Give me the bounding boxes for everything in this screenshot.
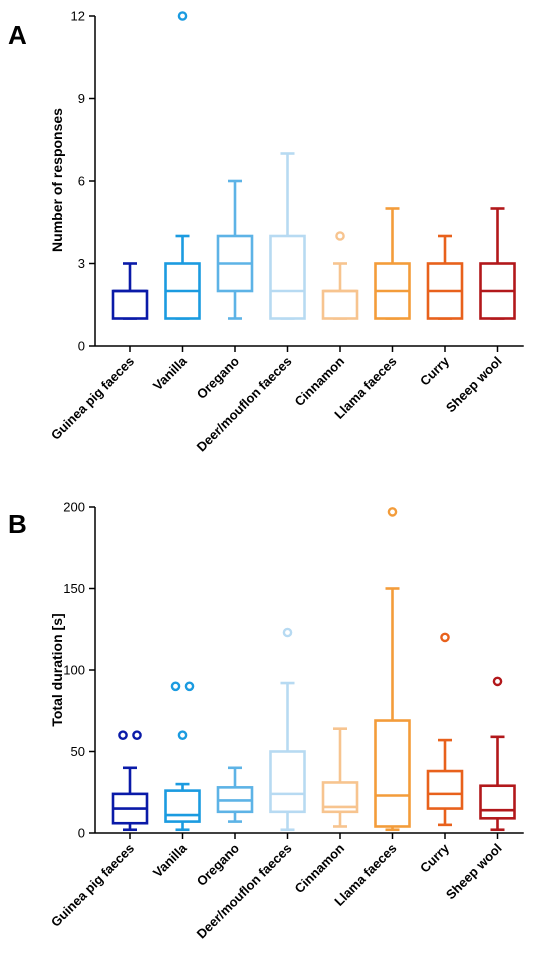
outlier-point — [118, 730, 128, 741]
box-curry — [426, 234, 464, 320]
y-tick-label: 50 — [71, 744, 85, 759]
x-category-label: Cinnamon — [292, 840, 348, 896]
y-tick-label: 6 — [78, 174, 85, 189]
box-curry — [426, 632, 464, 827]
box-guinea-pig-faeces — [111, 730, 149, 832]
box-cinnamon — [321, 231, 359, 320]
outlier-point — [132, 730, 142, 741]
x-category-label: Oregano — [194, 353, 242, 401]
box-llama-faeces — [374, 207, 411, 320]
x-category-label: Sheep wool — [443, 354, 505, 416]
panel-a-plot: 0 3 6 9 12 Guinea pig faeces Vanilla OreganoDee… — [48, 9, 524, 455]
panel-letter-b: B — [8, 509, 27, 539]
panel-a-y-axis-title: Number of responses — [49, 108, 65, 252]
box-cinnamon — [321, 727, 359, 828]
iqr-box — [164, 789, 201, 823]
outlier-point — [282, 627, 293, 638]
x-category-label: Deer/mouflon faeces — [194, 841, 295, 942]
outlier-point — [170, 681, 181, 692]
iqr-box — [269, 750, 306, 814]
y-tick-label: 0 — [78, 826, 85, 841]
panel-letter-a: A — [8, 20, 27, 50]
iqr-box — [269, 234, 306, 320]
x-category-label: Deer/mouflon faeces — [194, 354, 295, 455]
box-llama-faeces — [374, 507, 411, 832]
box-vanilla — [164, 681, 201, 832]
box-oregano — [216, 179, 254, 320]
y-tick-label: 3 — [78, 256, 85, 271]
iqr-box — [374, 719, 411, 828]
iqr-box — [426, 769, 464, 810]
box-deer-mouflon-faeces — [269, 152, 306, 320]
panel-b-y-axis-title: Total duration [s] — [49, 613, 65, 726]
box-deer-mouflon-faeces — [269, 627, 306, 832]
box-oregano — [216, 766, 254, 823]
outlier-point — [492, 676, 503, 687]
y-tick-label: 12 — [71, 9, 85, 24]
x-category-label: Curry — [417, 840, 453, 876]
x-category-label: Curry — [417, 353, 453, 389]
y-tick-label: 150 — [63, 581, 85, 596]
x-category-label: Sheep wool — [443, 841, 505, 903]
x-category-label: Guinea pig faeces — [48, 841, 137, 930]
x-category-label: Oregano — [194, 840, 242, 888]
outlier-point — [440, 632, 450, 643]
x-category-label: Vanilla — [150, 840, 190, 880]
box-sheep-wool — [479, 207, 516, 320]
iqr-box — [479, 784, 516, 820]
iqr-box — [111, 289, 149, 320]
iqr-box — [321, 289, 359, 320]
box-sheep-wool — [479, 676, 516, 832]
outlier-point — [335, 231, 345, 241]
panel-b-plot: 0 50 100 150 200 Guinea pig faeces Vanilla Oreg… — [48, 500, 524, 942]
x-category-label: Cinnamon — [292, 353, 348, 409]
outlier-point — [177, 11, 188, 21]
box-guinea-pig-faeces — [111, 262, 149, 320]
x-category-label: Vanilla — [150, 353, 190, 393]
outlier-point — [177, 730, 188, 741]
y-tick-label: 0 — [78, 339, 85, 354]
box-vanilla — [164, 11, 201, 320]
outlier-point — [184, 681, 195, 692]
y-tick-label: 100 — [63, 663, 85, 678]
y-tick-label: 9 — [78, 91, 85, 106]
outlier-point — [387, 507, 398, 517]
y-tick-label: 200 — [63, 500, 85, 515]
x-category-label: Guinea pig faeces — [48, 354, 137, 443]
